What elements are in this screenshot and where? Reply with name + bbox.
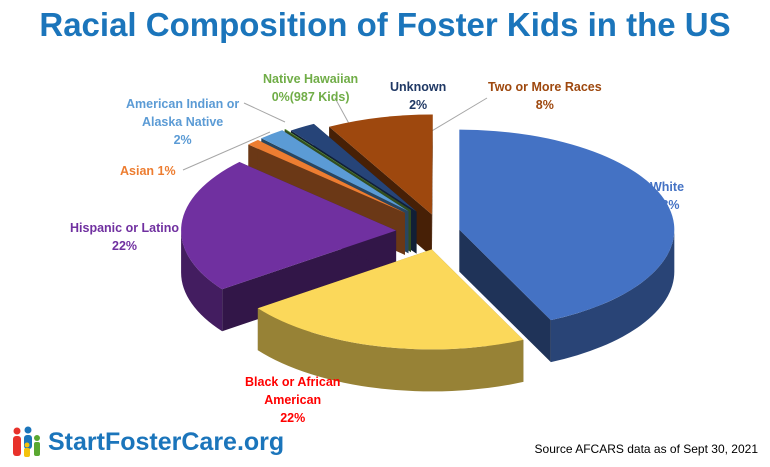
label-aian: American Indian or Alaska Native 2%	[126, 95, 239, 149]
label-hispanic-value: 22%	[112, 239, 138, 253]
label-two-name: Two or More Races	[488, 80, 602, 94]
slice-top	[248, 140, 405, 213]
leader-line-asian	[182, 131, 271, 171]
label-hispanic: Hispanic or Latino 22%	[70, 219, 179, 255]
label-nh-name: Native Hawaiian	[263, 72, 359, 86]
label-unknown: Unknown 2%	[390, 78, 446, 114]
label-unknown-name: Unknown	[390, 80, 447, 94]
label-white-name: White	[650, 180, 685, 194]
pie-slice-white	[459, 129, 675, 363]
family-logo-icon	[13, 426, 40, 457]
source-note: Source AFCARS data as of Sept 30, 2021	[534, 442, 758, 456]
label-white-value: 43%	[654, 198, 680, 212]
label-nh: Native Hawaiian 0%(987 Kids)	[263, 70, 358, 106]
slice-outer-wall	[257, 308, 524, 392]
label-aian-value: 2%	[173, 133, 192, 147]
slice-top	[181, 162, 397, 290]
slice-top	[257, 249, 524, 350]
label-aian-name2: Alaska Native	[141, 115, 224, 129]
label-hispanic-name: Hispanic or Latino	[70, 221, 180, 235]
label-black: Black or African American 22%	[245, 373, 340, 427]
logo-text: StartFosterCare.org	[48, 427, 285, 456]
label-black-name: Black or African	[245, 375, 341, 389]
slice-side-wall	[459, 229, 551, 363]
label-black-value: 22%	[280, 411, 306, 425]
leader-line-aian	[243, 102, 286, 123]
slice-outer-wall	[550, 229, 675, 363]
label-two-value: 8%	[535, 98, 554, 112]
chart-title: Racial Composition of Foster Kids in the…	[39, 6, 731, 43]
logo[interactable]: StartFosterCare.org	[10, 426, 284, 458]
pie-slice-black-or-african-american	[257, 249, 524, 392]
label-aian-name: American Indian or	[126, 97, 240, 111]
label-white: White 43%	[650, 178, 684, 214]
slice-side-wall	[431, 114, 433, 257]
slice-top	[459, 129, 675, 321]
label-black-name2: American	[264, 393, 322, 407]
slice-top	[290, 123, 417, 212]
label-nh-value: 0%(987 Kids)	[271, 90, 350, 104]
label-asian: Asian 1%	[120, 164, 176, 178]
slice-top	[284, 128, 411, 211]
slice-outer-wall	[181, 230, 223, 332]
slice-top	[261, 130, 409, 212]
label-unknown-value: 2%	[409, 98, 428, 112]
slice-top	[329, 114, 433, 215]
label-two: Two or More Races 8%	[488, 78, 602, 114]
